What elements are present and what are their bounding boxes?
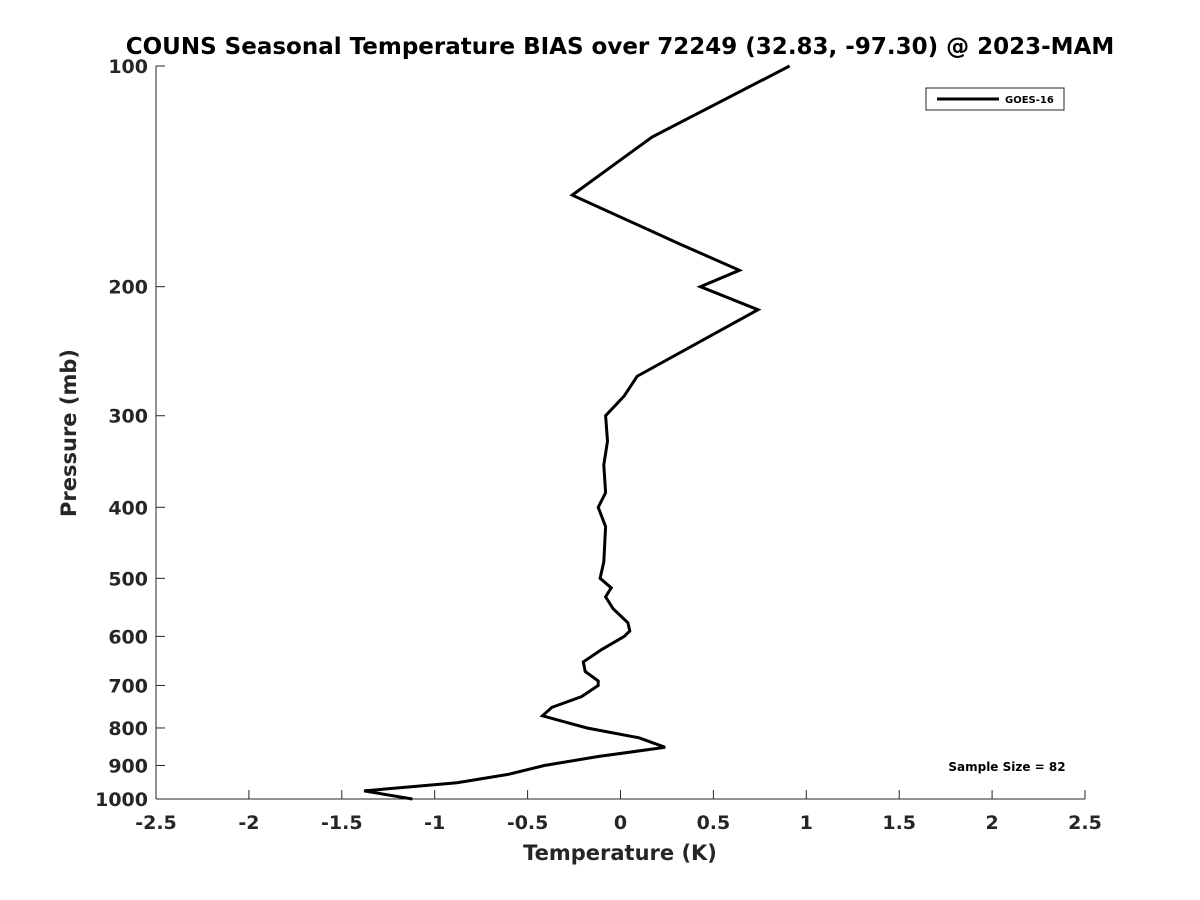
y-tick-label: 200 <box>108 277 148 299</box>
y-tick-label: 800 <box>108 718 148 740</box>
x-axis-label: Temperature (K) <box>523 841 717 865</box>
x-ticks: -2.5 -2 -1.5 -1 -0.5 0 0.5 1 1.5 2 2.5 <box>135 790 1102 834</box>
x-tick-label: 1 <box>800 812 813 834</box>
y-tick-label: 1000 <box>95 789 148 811</box>
y-ticks: 100 200 300 400 500 600 700 800 900 1000 <box>95 56 165 811</box>
series-line-goes-16 <box>363 64 791 801</box>
x-tick-label: 2.5 <box>1068 812 1102 834</box>
plot-area: -2.5 -2 -1.5 -1 -0.5 0 0.5 1 1.5 2 2.5 100 200 300 40… <box>95 56 1102 834</box>
x-tick-label: -2 <box>238 812 259 834</box>
sample-size-annotation: Sample Size = 82 <box>948 760 1065 774</box>
y-tick-label: 500 <box>108 568 148 590</box>
x-tick-label: -0.5 <box>507 812 549 834</box>
x-tick-label: 0 <box>614 812 627 834</box>
x-tick-label: 2 <box>985 812 998 834</box>
x-tick-label: -2.5 <box>135 812 177 834</box>
chart-title: COUNS Seasonal Temperature BIAS over 722… <box>126 34 1115 60</box>
y-tick-label: 600 <box>108 626 148 648</box>
legend: GOES-16 <box>925 87 1065 111</box>
y-tick-label: 900 <box>108 755 148 777</box>
y-tick-label: 400 <box>108 497 148 519</box>
series-layer <box>363 64 791 801</box>
y-tick-label: 100 <box>108 56 148 78</box>
y-tick-label: 700 <box>108 675 148 697</box>
x-tick-label: -1.5 <box>321 812 363 834</box>
y-tick-label: 300 <box>108 406 148 428</box>
x-tick-label: -1 <box>424 812 445 834</box>
y-axis-label: Pressure (mb) <box>57 349 81 517</box>
x-tick-label: 0.5 <box>697 812 731 834</box>
x-tick-label: 1.5 <box>882 812 916 834</box>
legend-label: GOES-16 <box>1005 95 1054 106</box>
